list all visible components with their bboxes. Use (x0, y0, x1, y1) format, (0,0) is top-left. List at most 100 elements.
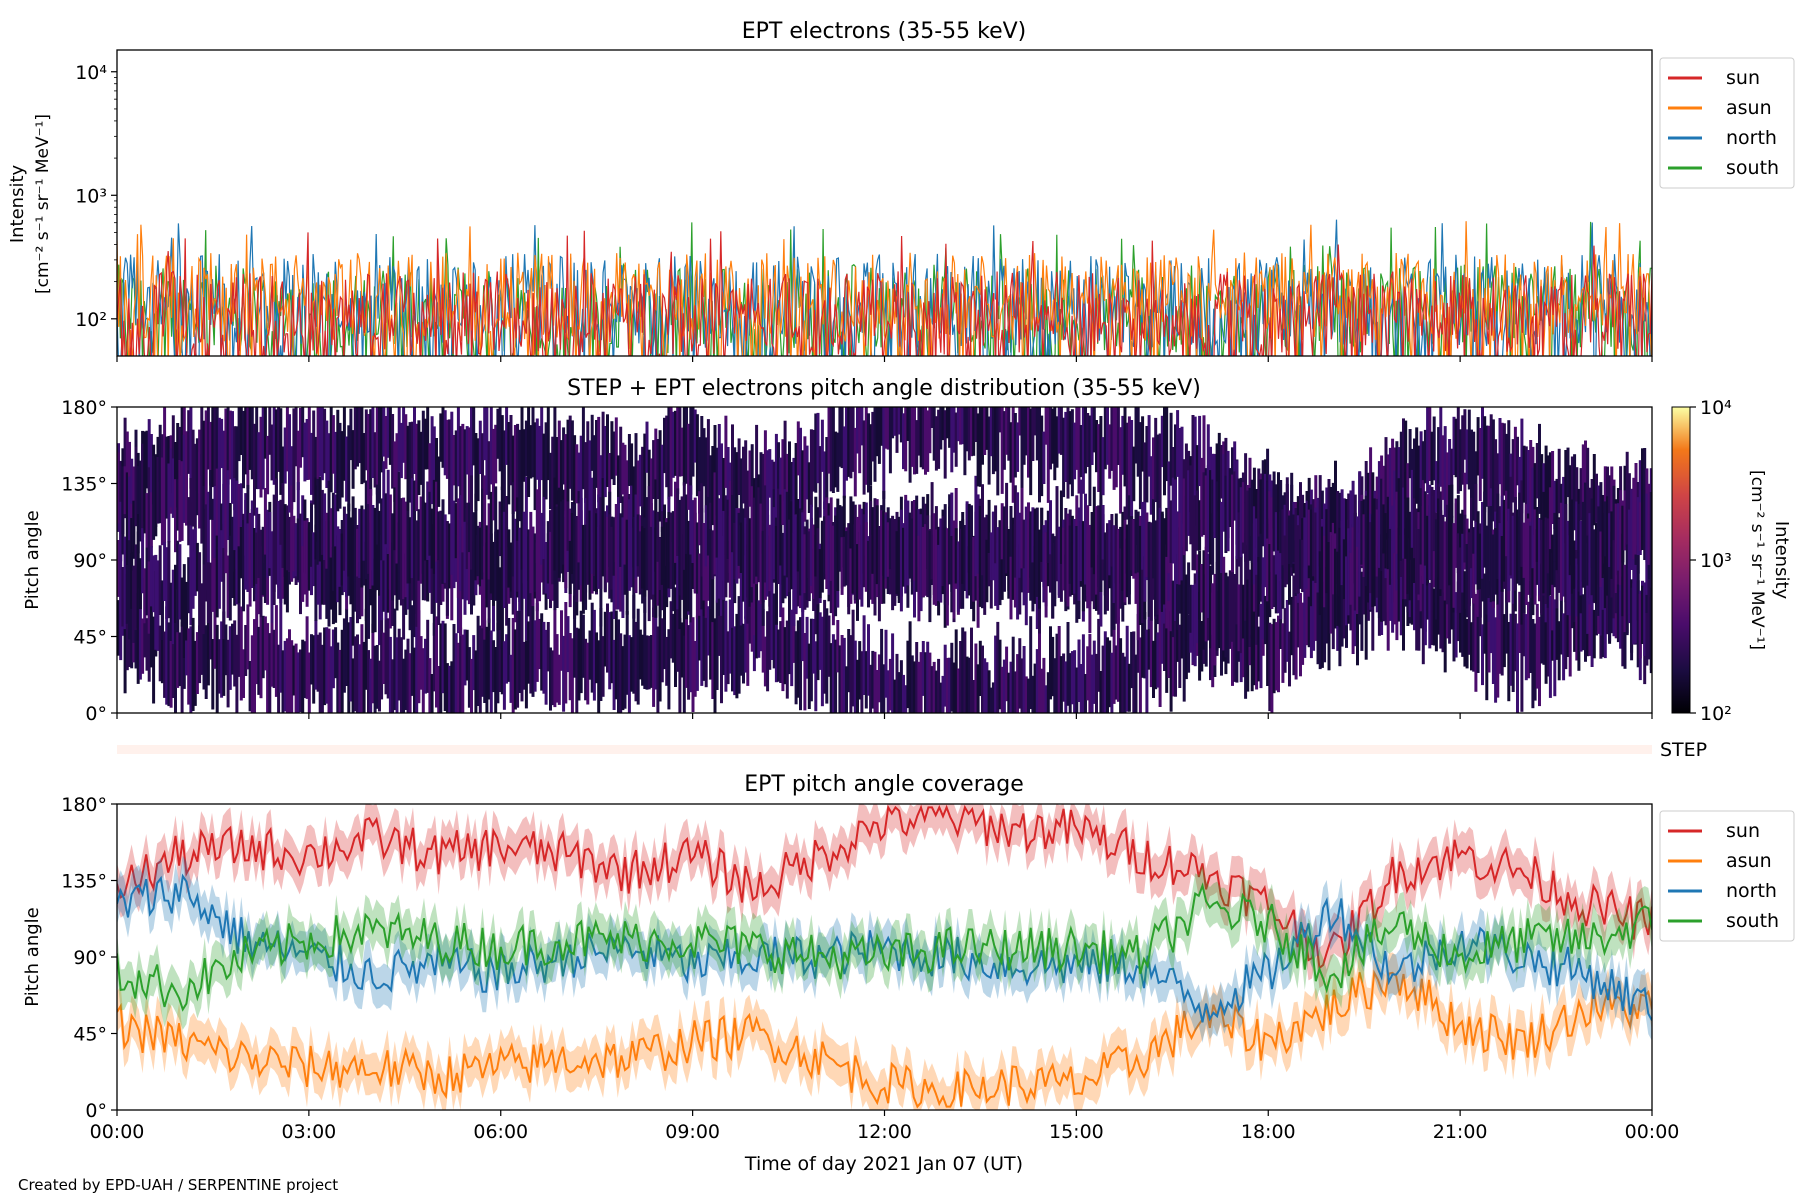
pad-cell (338, 422, 342, 509)
pad-cell (996, 621, 1000, 713)
pad-cell (424, 502, 427, 561)
pad-cell (231, 411, 234, 504)
pad-cell (641, 526, 645, 589)
pad-cell (445, 663, 449, 713)
pad-cell (733, 447, 737, 530)
pad-cell (1584, 543, 1587, 639)
pad-cell (410, 478, 414, 579)
pad-cell (476, 438, 480, 502)
pad-cell (847, 629, 851, 693)
pad-cell (1638, 502, 1642, 551)
pad-cell (456, 498, 460, 598)
pad-cell (1345, 556, 1348, 626)
pad-cell (367, 650, 370, 713)
pad-cell (1088, 524, 1092, 605)
pad-cell (1009, 556, 1013, 620)
pad-cell (226, 407, 230, 485)
pad-cell (1426, 515, 1430, 586)
ytick-label: 10² (75, 309, 107, 331)
pad-cell (1579, 520, 1583, 596)
pad-cell (1035, 649, 1039, 713)
pad-cell (831, 634, 835, 713)
pad-cell (1191, 473, 1195, 571)
pad-cell (1051, 534, 1055, 619)
pad-cell (316, 634, 320, 692)
pad-cell (851, 501, 855, 594)
pad-cell (478, 625, 482, 713)
pad-cell (1033, 508, 1037, 604)
pad-cell (757, 600, 761, 658)
pad-cell (244, 625, 248, 676)
pad-cell (132, 565, 136, 643)
pad-cell (939, 407, 943, 450)
pad-cell (638, 531, 642, 595)
pad-cell (147, 561, 151, 634)
pad-cell (1158, 507, 1162, 610)
pad-cell (1292, 514, 1296, 563)
pad-cell (349, 408, 353, 461)
pad-cell (553, 532, 557, 611)
pad-cell (1257, 626, 1261, 682)
pad-cell (752, 535, 756, 636)
pad-cell (840, 537, 844, 595)
pad-cell (1156, 519, 1160, 615)
pad-cell (665, 415, 669, 488)
pad-cell (731, 604, 734, 692)
pad-cell (248, 661, 252, 712)
pad-cell (1296, 525, 1300, 594)
pad-cell (1454, 418, 1458, 478)
pad-cell (1487, 425, 1491, 513)
pad-cell (1568, 584, 1572, 677)
pad-cell (1351, 527, 1355, 585)
pad-cell (807, 531, 811, 602)
pad-cell (766, 499, 770, 597)
pad-cell (513, 425, 517, 512)
pad-cell (472, 512, 476, 606)
pad-cell (698, 491, 702, 546)
pad-cell (899, 407, 903, 443)
pad-cell (834, 515, 838, 617)
pad-cell (599, 455, 603, 517)
pad-cell (1516, 623, 1519, 713)
pad-cell (478, 527, 482, 587)
pad-cell (1397, 478, 1401, 580)
pad-cell (402, 497, 406, 600)
pad-cell (597, 416, 601, 503)
pad-cell (156, 457, 160, 524)
pad-cell (617, 522, 620, 610)
pad-cell (882, 407, 886, 499)
pad-cell (320, 509, 324, 605)
pad-cell (1246, 608, 1250, 692)
pad-cell (614, 516, 618, 610)
pad-cell (206, 562, 210, 623)
xtick-label: 06:00 (473, 1121, 528, 1143)
pad-cell (1472, 592, 1476, 672)
pad-cell (211, 520, 215, 612)
pad-cell (516, 610, 520, 708)
pad-cell (439, 623, 443, 713)
pad-cell (274, 409, 278, 509)
pad-cell (1410, 531, 1414, 625)
pad-cell (779, 621, 783, 683)
pad-cell (117, 452, 120, 524)
pad-cell (551, 509, 555, 585)
pad-cell (737, 512, 741, 566)
pad-cell (691, 500, 695, 563)
pad-cell (1636, 580, 1640, 668)
pad-cell (432, 426, 436, 525)
pad-cell (1222, 556, 1226, 651)
pad-cell (1283, 535, 1287, 588)
pad-cell (393, 539, 397, 596)
pad-cell (755, 478, 759, 577)
pad-cell (182, 434, 186, 523)
pad-cell (645, 497, 649, 552)
pad-cell (1165, 544, 1169, 629)
pad-cell (551, 650, 555, 706)
pad-cell (917, 407, 921, 456)
pad-cell (1331, 579, 1335, 650)
pad-cell (1562, 527, 1566, 597)
pad-cell (456, 407, 460, 487)
pad-cell (739, 458, 743, 539)
pad-cell (1529, 440, 1533, 530)
pad-cell (395, 558, 399, 611)
